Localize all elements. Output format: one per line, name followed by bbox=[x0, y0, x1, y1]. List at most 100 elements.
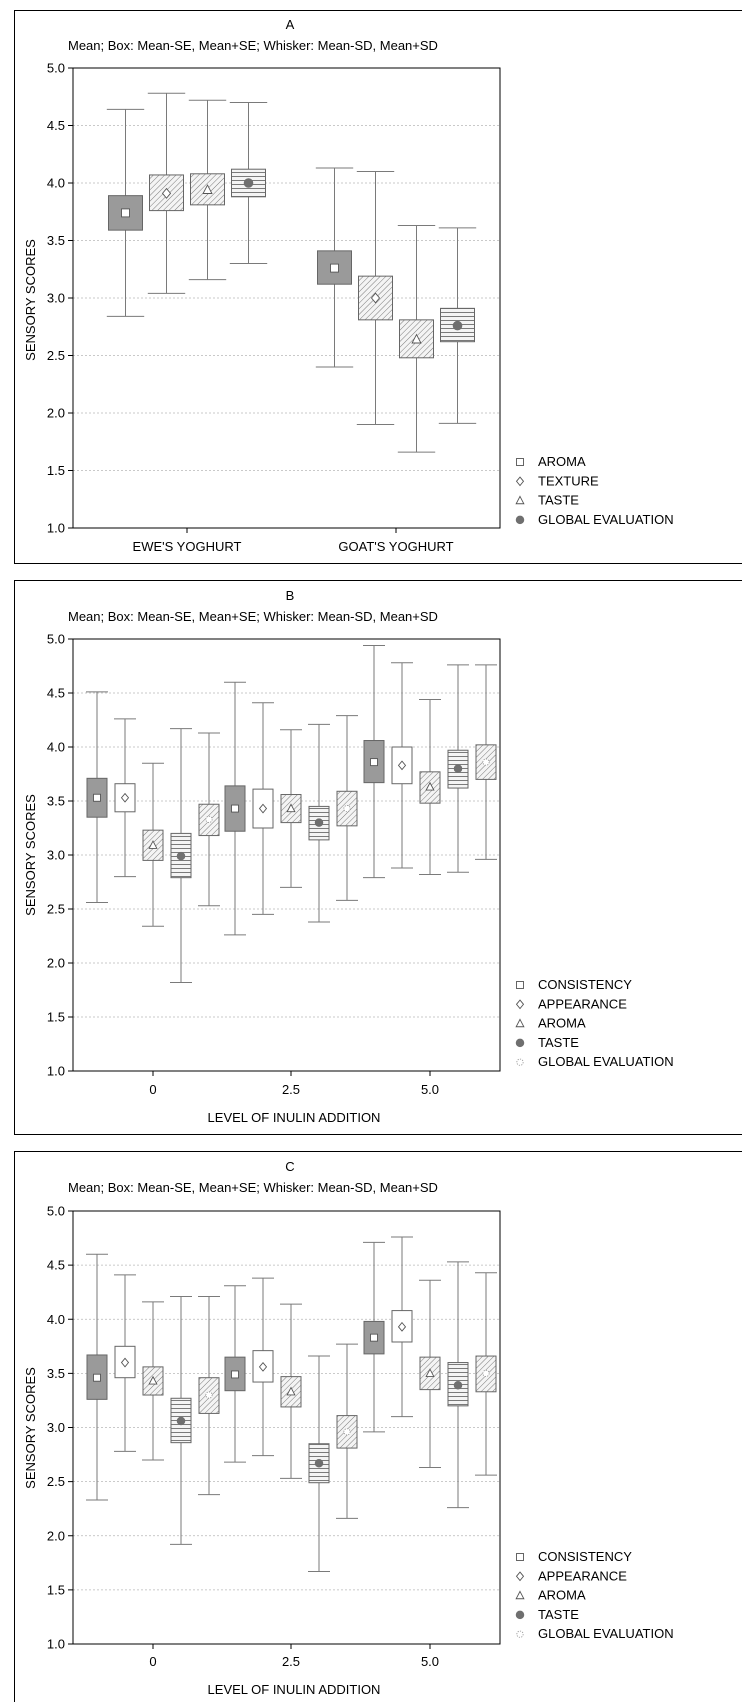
box-texture-0 bbox=[147, 92, 186, 294]
x-axis-label: LEVEL OF INULIN ADDITION bbox=[208, 1682, 381, 1697]
legend-marker bbox=[516, 981, 524, 989]
legend: CONSISTENCY APPEARANCE AROMA TASTE GLOBAL EV… bbox=[515, 1549, 674, 1641]
mean-marker bbox=[258, 1361, 268, 1372]
legend-label: TASTE bbox=[538, 1035, 579, 1050]
box-appearance-0 bbox=[114, 718, 136, 878]
box-aroma-2 bbox=[419, 1279, 441, 1469]
box-taste-2 bbox=[447, 664, 469, 873]
x-tick-label: 2.5 bbox=[282, 1654, 300, 1669]
mean-marker bbox=[148, 1375, 158, 1385]
legend-label: APPEARANCE bbox=[538, 1568, 627, 1583]
panel-letter: B bbox=[286, 588, 295, 603]
plot-area bbox=[72, 638, 501, 1072]
box-aroma-1 bbox=[280, 1303, 302, 1479]
chart-subtitle: Mean; Box: Mean-SE, Mean+SE; Whisker: Me… bbox=[68, 1180, 438, 1195]
legend-marker bbox=[515, 1571, 525, 1582]
box-appearance-1 bbox=[252, 1277, 274, 1457]
legend-marker bbox=[515, 515, 525, 525]
mean-marker bbox=[202, 184, 213, 194]
legend-label: TEXTURE bbox=[538, 473, 599, 488]
y-tick-label: 1.0 bbox=[47, 1064, 65, 1079]
mean-marker bbox=[482, 1369, 490, 1377]
box-aroma-1 bbox=[315, 167, 354, 368]
box-consistency-1 bbox=[224, 1285, 246, 1463]
legend-label: AROMA bbox=[538, 1016, 586, 1031]
mean-marker bbox=[482, 758, 490, 766]
mean-marker bbox=[370, 292, 381, 304]
mean-marker bbox=[286, 1386, 296, 1396]
panel-a: A Mean; Box: Mean-SE, Mean+SE; Whisker: M… bbox=[14, 10, 742, 564]
legend-marker bbox=[516, 458, 524, 466]
mean-marker bbox=[343, 1428, 351, 1436]
box-appearance-0 bbox=[114, 1274, 136, 1452]
mean-marker bbox=[425, 1368, 435, 1377]
y-tick-label: 4.5 bbox=[47, 1258, 65, 1273]
box-global-evaluation-1 bbox=[438, 227, 477, 424]
mean-marker bbox=[231, 1370, 239, 1379]
box-taste-2 bbox=[447, 1261, 469, 1509]
panel-b: B Mean; Box: Mean-SE, Mean+SE; Whisker: M… bbox=[14, 580, 742, 1135]
x-tick-label: 2.5 bbox=[282, 1082, 300, 1097]
plot-area bbox=[72, 1210, 501, 1645]
legend-label: GLOBAL EVALUATION bbox=[538, 512, 674, 527]
mean-marker bbox=[314, 818, 324, 827]
box-global-evaluation-0 bbox=[198, 732, 220, 907]
legend-label: APPEARANCE bbox=[538, 996, 627, 1011]
mean-marker bbox=[286, 803, 296, 813]
legend-label: TASTE bbox=[538, 493, 579, 508]
legend-marker bbox=[515, 1038, 525, 1048]
x-tick-label: EWE'S YOGHURT bbox=[133, 539, 242, 554]
mean-marker bbox=[370, 758, 378, 767]
x-tick-label: GOAT'S YOGHURT bbox=[338, 539, 453, 554]
mean-marker bbox=[258, 803, 268, 814]
y-tick-label: 4.0 bbox=[47, 176, 65, 191]
legend-marker bbox=[516, 1553, 524, 1561]
y-tick-label: 3.5 bbox=[47, 233, 65, 248]
mean-marker bbox=[425, 781, 435, 791]
mean-marker bbox=[343, 804, 351, 813]
y-tick-label: 4.0 bbox=[47, 1312, 65, 1327]
mean-marker bbox=[161, 187, 172, 199]
legend-label: CONSISTENCY bbox=[538, 1549, 632, 1564]
y-tick-label: 1.5 bbox=[47, 1582, 65, 1597]
y-tick-label: 3.5 bbox=[47, 794, 65, 809]
box-appearance-2 bbox=[391, 662, 413, 869]
mean-marker bbox=[205, 815, 213, 823]
box-appearance-2 bbox=[391, 1236, 413, 1418]
y-tick-label: 2.0 bbox=[47, 406, 65, 421]
mean-marker bbox=[370, 1333, 378, 1342]
y-tick-label: 4.0 bbox=[47, 740, 65, 755]
box-texture-1 bbox=[356, 171, 395, 425]
legend-label: AROMA bbox=[538, 454, 586, 469]
y-axis-label: SENSORY SCORES bbox=[23, 239, 38, 361]
box-aroma-0 bbox=[142, 1301, 164, 1461]
chart-subtitle: Mean; Box: Mean-SE, Mean+SE; Whisker: Me… bbox=[68, 38, 438, 53]
y-tick-label: 4.5 bbox=[47, 686, 65, 701]
legend: CONSISTENCY APPEARANCE AROMA TASTE GLOBAL EV… bbox=[515, 977, 674, 1069]
legend-marker bbox=[515, 1610, 525, 1620]
legend-label: CONSISTENCY bbox=[538, 977, 632, 992]
box-aroma-0 bbox=[106, 108, 145, 317]
panel-letter: C bbox=[285, 1159, 294, 1174]
mean-marker bbox=[330, 263, 339, 273]
y-tick-label: 5.0 bbox=[47, 632, 65, 647]
box-taste-1 bbox=[308, 723, 330, 923]
box-global-evaluation-1 bbox=[336, 715, 358, 901]
y-tick-label: 5.0 bbox=[47, 61, 65, 76]
legend-label: TASTE bbox=[538, 1607, 579, 1622]
panel-c: C Mean; Box: Mean-SE, Mean+SE; Whisker: M… bbox=[14, 1151, 742, 1702]
mean-marker bbox=[120, 792, 130, 803]
chart-subtitle: Mean; Box: Mean-SE, Mean+SE; Whisker: Me… bbox=[68, 609, 438, 624]
y-tick-label: 2.5 bbox=[47, 902, 65, 917]
y-tick-label: 1.0 bbox=[47, 521, 65, 536]
y-tick-label: 3.0 bbox=[47, 1420, 65, 1435]
legend-marker bbox=[515, 495, 525, 505]
x-tick-label: 0 bbox=[149, 1082, 156, 1097]
y-axis-label: SENSORY SCORES bbox=[23, 794, 38, 916]
x-tick-label: 0 bbox=[149, 1654, 156, 1669]
legend-label: GLOBAL EVALUATION bbox=[538, 1626, 674, 1641]
box-consistency-2 bbox=[363, 644, 385, 879]
y-tick-label: 5.0 bbox=[47, 1204, 65, 1219]
x-tick-label: 5.0 bbox=[421, 1654, 439, 1669]
y-tick-label: 3.0 bbox=[47, 848, 65, 863]
